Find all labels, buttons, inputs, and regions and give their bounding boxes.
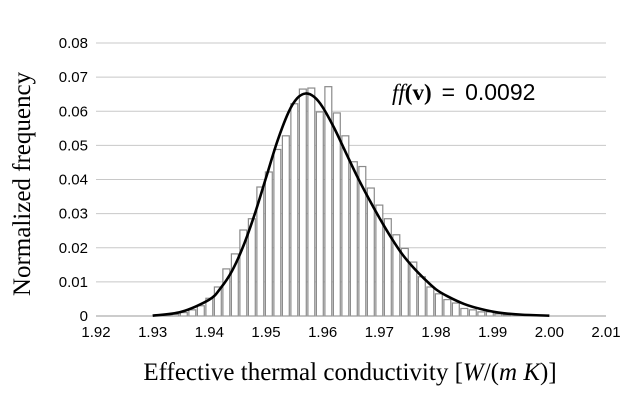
annotation-equals: = (442, 79, 455, 105)
annotation-func: ff (392, 80, 408, 105)
y-tick-label: 0.01 (59, 274, 88, 291)
annotation-close: ) (424, 80, 432, 105)
y-tick-label: 0.06 (59, 103, 88, 120)
x-tick-label: 1.96 (308, 324, 337, 341)
histogram-bar (468, 309, 477, 317)
y-tick-label: 0.05 (59, 137, 88, 154)
y-tick-label: 0 (80, 308, 88, 325)
x-tick-label: 1.92 (81, 324, 110, 341)
histogram-bar (426, 286, 435, 317)
x-tick-label: 1.99 (478, 324, 507, 341)
annotation-arg: v (412, 80, 424, 105)
x-tick-label: 2.01 (591, 324, 620, 341)
annotation-open-paren: ( (405, 80, 413, 105)
histogram-bar (460, 307, 469, 317)
x-tick-label: 1.98 (421, 324, 450, 341)
histogram-bar (349, 161, 358, 317)
y-tick-label: 0.02 (59, 240, 88, 257)
x-tick-label: 1.93 (138, 324, 167, 341)
histogram-bar (417, 276, 426, 317)
x-tick-label: 2.00 (535, 324, 564, 341)
histogram-bar (443, 299, 452, 317)
y-tick-label: 0.04 (59, 172, 88, 189)
x-tick-label: 1.94 (195, 324, 224, 341)
histogram-bar (264, 171, 273, 317)
y-tick-labels: 0 0.01 0.02 0.03 0.04 0.05 0.06 0.07 0.08 (59, 35, 88, 325)
x-axis-title-unit-den: m K (499, 359, 541, 386)
y-tick-label: 0.08 (59, 35, 88, 52)
histogram-bar (341, 135, 350, 317)
fit-curve (152, 92, 550, 317)
fit-annotation: ff(v) = 0.0092 (392, 79, 535, 105)
histogram-bar (332, 112, 341, 317)
histogram-bar (188, 309, 197, 317)
x-tick-labels: 1.92 1.93 1.94 1.95 1.96 1.97 1.98 1.99 2.00 2.01 (81, 324, 620, 341)
histogram-bar (281, 135, 290, 317)
x-axis-title-prefix: Effective thermal conductivity [ (143, 359, 463, 386)
x-axis-title-suffix: )] (540, 359, 557, 386)
x-axis-title-unit-mid: /( (484, 359, 499, 386)
y-axis-title: Normalized frequency (9, 71, 36, 296)
histogram-bar (196, 305, 205, 317)
histogram-bar (315, 111, 324, 317)
histogram-bar (451, 302, 460, 317)
histogram-bar (298, 88, 307, 317)
histogram-bar (477, 311, 486, 317)
histogram-bar (434, 293, 443, 317)
histogram-bar (290, 103, 299, 317)
x-axis-title-unit-num: W (463, 359, 486, 386)
histogram-bar (273, 148, 282, 317)
y-tick-label: 0.03 (59, 206, 88, 223)
annotation-value: 0.0092 (465, 79, 535, 105)
x-axis-title: Effective thermal conductivity [W/(m K)] (143, 359, 556, 386)
histogram-bar (307, 87, 316, 317)
x-tick-label: 1.95 (251, 324, 280, 341)
y-tick-label: 0.07 (59, 69, 88, 86)
x-tick-label: 1.97 (365, 324, 394, 341)
